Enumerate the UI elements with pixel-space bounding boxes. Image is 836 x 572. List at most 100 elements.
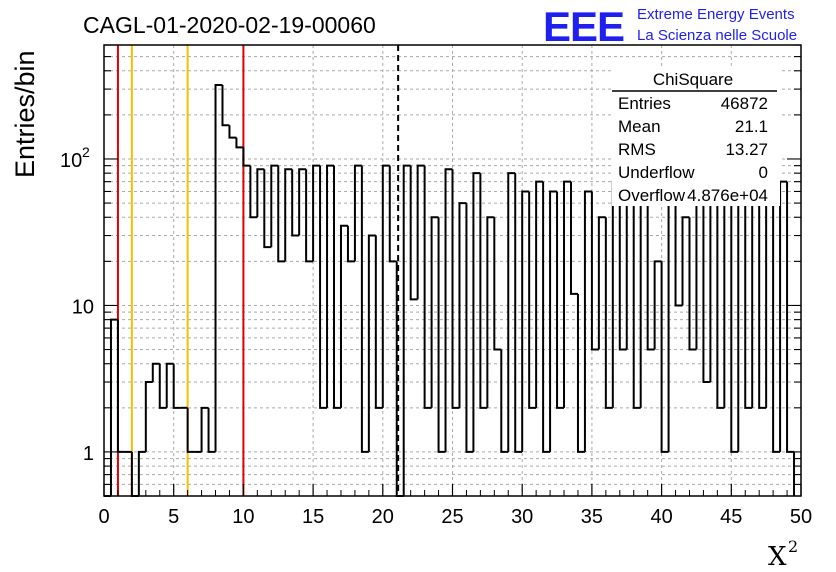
histogram-bin bbox=[667, 190, 676, 452]
stats-value-rms: 13.27 bbox=[725, 140, 768, 159]
stats-value-underflow: 0 bbox=[759, 163, 768, 182]
histogram-bin bbox=[137, 450, 146, 496]
histogram-bin bbox=[437, 217, 446, 453]
histogram-bin bbox=[353, 164, 362, 262]
x-tick-label: 15 bbox=[302, 506, 324, 528]
eee-logo: EEE Extreme Energy Events La Scienza nel… bbox=[543, 3, 797, 50]
histogram-bin bbox=[786, 181, 795, 453]
y-tick-label-base: 1 bbox=[83, 443, 94, 465]
x-axis-label-exponent: 2 bbox=[788, 537, 798, 556]
histogram-bin bbox=[423, 165, 432, 409]
x-tick-label: 30 bbox=[511, 506, 533, 528]
x-tick-label: 0 bbox=[98, 506, 109, 528]
y-tick-label: 10 2 bbox=[60, 144, 90, 172]
histogram-bin bbox=[451, 169, 460, 409]
histogram-bin bbox=[528, 191, 537, 409]
histogram-bin bbox=[772, 191, 781, 453]
histogram-bin bbox=[360, 165, 369, 453]
histogram-bin bbox=[695, 202, 704, 350]
histogram-bin bbox=[291, 169, 300, 237]
histogram-bin bbox=[416, 164, 425, 300]
histogram-bin bbox=[235, 137, 244, 149]
histogram-bin bbox=[569, 181, 578, 295]
histogram-bin bbox=[200, 406, 209, 452]
stats-label-entries: Entries bbox=[618, 94, 671, 113]
histogram-bin bbox=[597, 216, 606, 350]
histogram-bin bbox=[549, 190, 558, 452]
histogram-bin bbox=[458, 202, 467, 408]
histogram-bin bbox=[381, 164, 390, 408]
histogram-bin bbox=[486, 216, 495, 408]
histogram-bin bbox=[653, 260, 662, 350]
histogram-bin bbox=[660, 261, 669, 453]
histogram-bin bbox=[228, 125, 237, 139]
histogram-bin bbox=[207, 407, 216, 453]
histogram-bin bbox=[674, 191, 683, 307]
x-tick-label: 40 bbox=[650, 506, 672, 528]
histogram-bin bbox=[388, 165, 397, 263]
histogram-bin bbox=[632, 191, 641, 409]
histogram-bin bbox=[730, 181, 739, 453]
y-tick-label: 10 bbox=[72, 296, 94, 318]
histogram-bin bbox=[514, 173, 523, 453]
histogram-bin bbox=[542, 181, 551, 453]
x-tick-label: 45 bbox=[720, 506, 742, 528]
stats-label-mean: Mean bbox=[618, 117, 661, 136]
histogram-bin bbox=[444, 168, 453, 452]
logo-mark: EEE bbox=[543, 3, 624, 50]
y-tick-label-exponent: 2 bbox=[82, 144, 90, 160]
histogram-bin bbox=[151, 362, 160, 383]
y-tick-label-base: 10 bbox=[60, 150, 82, 172]
histogram-bin bbox=[702, 203, 711, 384]
histogram-bin bbox=[165, 362, 174, 408]
histogram-bin bbox=[346, 225, 355, 263]
x-tick-label: 25 bbox=[441, 506, 463, 528]
y-tick-label-base: 10 bbox=[72, 296, 94, 318]
histogram-bin bbox=[688, 217, 697, 351]
histogram-bin bbox=[709, 180, 718, 383]
histogram-bin bbox=[765, 190, 774, 408]
histogram-bin bbox=[256, 168, 265, 218]
histogram-bin bbox=[409, 165, 418, 301]
histogram-bin bbox=[186, 407, 195, 453]
x-tick-label: 50 bbox=[790, 506, 812, 528]
stats-label-underflow: Underflow bbox=[618, 163, 695, 182]
histogram-bin bbox=[604, 217, 613, 409]
histogram-bin bbox=[625, 190, 634, 350]
histogram-bin bbox=[367, 234, 376, 452]
x-tick-label: 35 bbox=[581, 506, 603, 528]
x-tick-label: 20 bbox=[372, 506, 394, 528]
histogram-bin bbox=[298, 168, 307, 236]
histogram-bin bbox=[374, 235, 383, 409]
histogram-bin bbox=[556, 191, 565, 409]
histogram-bin bbox=[284, 168, 293, 262]
histogram-bin bbox=[430, 216, 439, 408]
histogram-bin bbox=[472, 172, 481, 452]
logo-line-2: La Scienza nelle Scuole bbox=[637, 27, 797, 44]
stats-value-overflow: 4.876e+04 bbox=[687, 186, 768, 205]
histogram-bin bbox=[214, 83, 223, 452]
x-axis-label: X 2 bbox=[768, 537, 798, 572]
histogram-bin bbox=[270, 164, 279, 248]
stats-background bbox=[612, 66, 780, 206]
histogram-bin bbox=[744, 173, 753, 409]
histogram-bin bbox=[576, 293, 585, 453]
histogram-bin bbox=[158, 363, 167, 409]
stats-box: ChiSquare Entries 46872 Mean 21.1 RMS 13… bbox=[612, 66, 780, 206]
histogram-bin bbox=[500, 349, 509, 453]
x-axis-label-base: X bbox=[768, 542, 787, 572]
histogram-bin bbox=[535, 180, 544, 408]
marker-lines bbox=[116, 45, 400, 496]
histogram-bin bbox=[611, 180, 620, 408]
histogram-bin bbox=[758, 203, 767, 409]
histogram-bin bbox=[493, 217, 502, 351]
histogram-bin bbox=[563, 180, 571, 408]
histogram-bin bbox=[172, 363, 181, 409]
y-axis-label: Entries/bin bbox=[10, 50, 40, 178]
histogram-bin bbox=[305, 169, 314, 263]
histogram-bin bbox=[277, 165, 286, 263]
histogram-bin bbox=[221, 84, 230, 127]
histogram-bin bbox=[339, 224, 348, 408]
histogram-bin bbox=[639, 196, 648, 408]
histogram-bin bbox=[716, 181, 725, 409]
